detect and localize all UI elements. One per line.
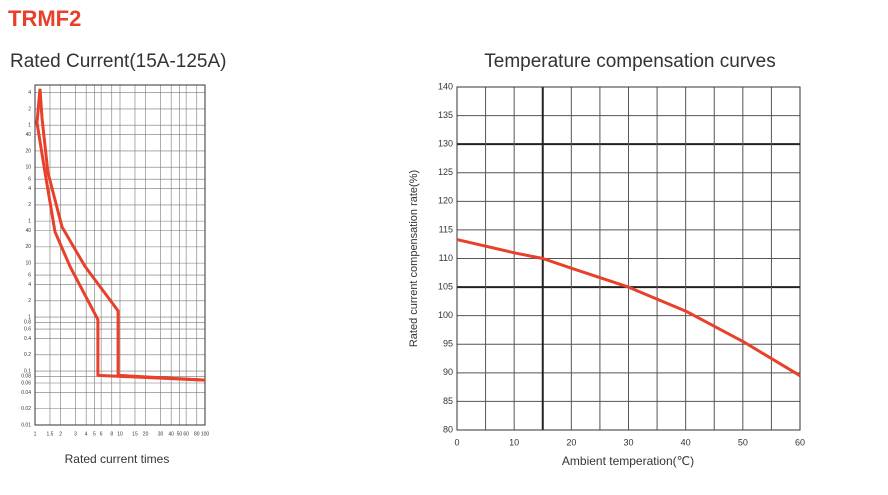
y-tick-label: 115 — [439, 224, 453, 234]
y-tick-label: 1 — [28, 314, 31, 320]
y-axis-label: Rated current compensation rate(%) — [408, 170, 420, 347]
x-tick-label: 2 — [59, 431, 62, 437]
x-tick-label: 10 — [117, 431, 123, 437]
x-tick-label: 15 — [132, 431, 138, 437]
x-tick-label: 100 — [201, 431, 210, 437]
x-tick-label: 40 — [681, 437, 691, 447]
x-tick-label: 3 — [74, 431, 77, 437]
y-tick-label: 0.08 — [21, 374, 31, 380]
x-tick-label: 40 — [168, 431, 174, 437]
x-tick-label: 60 — [795, 437, 805, 447]
y-tick-label: 90 — [443, 367, 453, 377]
x-tick-label: 5 — [93, 431, 96, 437]
curve — [456, 238, 801, 377]
chart-title: Temperature compensation curves — [484, 51, 775, 72]
y-tick-label: 2 — [28, 298, 31, 304]
plot-frame — [456, 86, 801, 431]
x-tick-label: 60 — [183, 431, 189, 437]
x-tick-label: 0 — [454, 437, 459, 447]
y-tick-label: 0.4 — [24, 336, 31, 342]
y-tick-label: 120 — [438, 196, 453, 206]
y-tick-label: 0.02 — [21, 406, 31, 412]
y-tick-label: 0.01 — [21, 422, 31, 428]
x-tick-label: 20 — [566, 437, 576, 447]
y-tick-label: 1 — [28, 218, 31, 224]
x-tick-label: 30 — [623, 437, 633, 447]
x-tick-label: 30 — [158, 431, 164, 437]
y-tick-label: 40 — [25, 228, 31, 234]
y-tick-label: 10 — [25, 165, 31, 171]
curve — [38, 88, 206, 382]
y-tick-label: 140 — [438, 81, 453, 91]
x-tick-label: 8 — [110, 431, 113, 437]
y-tick-label: 4 — [28, 282, 31, 288]
x-axis-label: Rated current times — [65, 452, 170, 466]
plot-frame — [34, 84, 206, 426]
y-tick-label: 0.6 — [24, 326, 31, 332]
y-tick-label: 1 — [28, 123, 31, 129]
brand-title: TRMF2 — [8, 6, 81, 31]
x-tick-label: 1 — [34, 431, 37, 437]
x-tick-label: 50 — [177, 431, 183, 437]
curve — [35, 88, 206, 382]
y-tick-label: 125 — [438, 167, 453, 177]
x-tick-label: 10 — [509, 437, 519, 447]
y-tick-label: 100 — [438, 310, 453, 320]
y-tick-label: 0.06 — [21, 380, 31, 386]
y-tick-label: 135 — [438, 110, 453, 120]
y-tick-label: 40 — [25, 132, 31, 138]
y-tick-label: 2 — [28, 106, 31, 112]
x-tick-label: 80 — [194, 431, 200, 437]
y-tick-label: 105 — [438, 281, 453, 291]
y-tick-label: 0.04 — [21, 390, 31, 396]
y-tick-label: 4 — [28, 186, 31, 192]
x-tick-label: 4 — [85, 431, 88, 437]
x-tick-label: 1.5 — [46, 431, 53, 437]
y-tick-label: 0.2 — [24, 352, 31, 358]
y-tick-label: 20 — [25, 244, 31, 250]
y-tick-label: 0.1 — [24, 368, 31, 374]
y-tick-label: 85 — [443, 396, 453, 406]
x-axis-label: Ambient temperation(℃) — [562, 454, 694, 468]
y-tick-label: 2 — [28, 202, 31, 208]
x-tick-label: 20 — [143, 431, 149, 437]
x-tick-label: 6 — [100, 431, 103, 437]
y-tick-label: 6 — [28, 272, 31, 278]
chart-title: Rated Current(15A-125A) — [10, 51, 227, 72]
y-tick-label: 130 — [438, 139, 453, 149]
y-tick-label: 4 — [28, 90, 31, 96]
y-tick-label: 10 — [25, 260, 31, 266]
y-tick-label: 95 — [443, 339, 453, 349]
y-tick-label: 20 — [25, 148, 31, 154]
y-tick-label: 0.8 — [24, 320, 31, 326]
y-tick-label: 110 — [439, 253, 453, 263]
x-tick-label: 50 — [738, 437, 748, 447]
y-tick-label: 80 — [443, 424, 453, 434]
y-tick-label: 6 — [28, 176, 31, 182]
